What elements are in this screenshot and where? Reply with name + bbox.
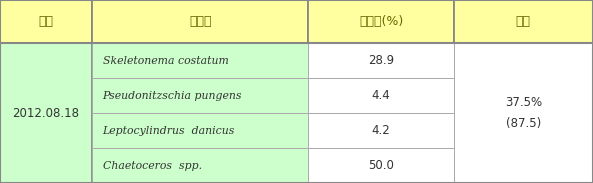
FancyBboxPatch shape [308,148,454,183]
Text: 비고: 비고 [516,15,531,28]
FancyBboxPatch shape [92,78,308,113]
Text: 37.5%: 37.5% [505,96,542,109]
Text: Pseudonitzschia pungens: Pseudonitzschia pungens [103,91,242,100]
FancyBboxPatch shape [0,0,92,43]
FancyBboxPatch shape [308,113,454,148]
FancyBboxPatch shape [92,113,308,148]
FancyBboxPatch shape [308,78,454,113]
Text: (87.5): (87.5) [506,117,541,130]
FancyBboxPatch shape [92,148,308,183]
Text: 우점율(%): 우점율(%) [359,15,403,28]
FancyBboxPatch shape [92,43,308,78]
FancyBboxPatch shape [308,43,454,78]
FancyBboxPatch shape [308,0,454,43]
Text: 4.4: 4.4 [372,89,390,102]
Text: 우점종: 우점종 [189,15,211,28]
Text: 28.9: 28.9 [368,54,394,67]
FancyBboxPatch shape [92,0,308,43]
FancyBboxPatch shape [454,0,593,43]
Text: 4.2: 4.2 [372,124,390,137]
Text: 일시: 일시 [39,15,53,28]
Text: 2012.08.18: 2012.08.18 [12,107,79,119]
Text: Leptocylindrus  danicus: Leptocylindrus danicus [103,126,235,135]
FancyBboxPatch shape [454,43,593,183]
FancyBboxPatch shape [0,43,92,183]
Text: 50.0: 50.0 [368,159,394,172]
Text: Skeletonema costatum: Skeletonema costatum [103,55,228,66]
Text: Chaetoceros  spp.: Chaetoceros spp. [103,160,202,171]
